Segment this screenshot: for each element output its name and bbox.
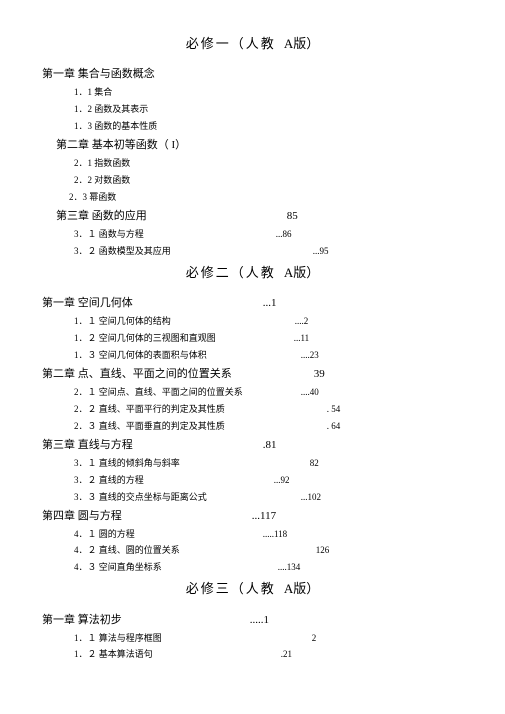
- chapter-row: 第四章 圆与方程 ...117: [42, 508, 463, 525]
- chapter-row: 第一章 集合与函数概念: [42, 66, 463, 83]
- section-row: 1．２ 基本算法语句 .21: [42, 648, 463, 662]
- section-label: 2．3 幂函数: [69, 192, 116, 202]
- section-row: 4．３ 空间直角坐标系 ....134: [42, 561, 463, 575]
- section-label: 3．３ 直线的交点坐标与距离公式: [74, 492, 207, 502]
- chapter-label: 第二章 点、直线、平面之间的位置关系: [42, 368, 232, 380]
- chapter-row: 第三章 函数的应用 85: [42, 208, 463, 225]
- chapter-page: 85: [287, 208, 298, 225]
- section-row: 1．１ 空间几何体的结构 ....2: [42, 315, 463, 329]
- section-page: .....118: [263, 528, 287, 542]
- section-label: 2．２ 直线、平面平行的判定及其性质: [74, 404, 225, 414]
- section-row: 3．２ 直线的方程 ...92: [42, 474, 463, 488]
- section-page: 82: [310, 457, 319, 471]
- section-row: 3．１ 函数与方程 ...86: [42, 228, 463, 242]
- chapter-label: 第一章 空间几何体: [42, 297, 133, 309]
- volume-title-suffix: A版）: [284, 36, 319, 51]
- section-row: 2．1 指数函数: [42, 157, 463, 171]
- section-page: ....134: [278, 561, 301, 575]
- section-row: 1．３ 空间几何体的表面积与体积 ....23: [42, 349, 463, 363]
- section-label: 4．３ 空间直角坐标系: [74, 562, 162, 572]
- section-label: 4．１ 圆的方程: [74, 529, 135, 539]
- chapter-row: 第一章 算法初步 .....1: [42, 612, 463, 629]
- section-row: 1．1 集合: [42, 86, 463, 100]
- section-row: 2．１ 空间点、直线、平面之间的位置关系 ....40: [42, 386, 463, 400]
- volume-title: 必修二（人教 A版）: [42, 263, 463, 283]
- section-label: 1．３ 空间几何体的表面积与体积: [74, 350, 207, 360]
- section-page: ...95: [313, 245, 329, 259]
- chapter-label: 第一章 算法初步: [42, 614, 122, 626]
- section-row: 3．３ 直线的交点坐标与距离公式 ...102: [42, 491, 463, 505]
- section-label: 3．１ 函数与方程: [74, 229, 144, 239]
- section-row: 1．2 函数及其表示: [42, 103, 463, 117]
- chapter-row: 第一章 空间几何体 ...1: [42, 295, 463, 312]
- chapter-label: 第三章 函数的应用: [56, 210, 147, 222]
- section-page: ...102: [301, 491, 321, 505]
- section-label: 2．１ 空间点、直线、平面之间的位置关系: [74, 387, 243, 397]
- section-page: ....40: [301, 386, 319, 400]
- volume-title-suffix: A版）: [284, 265, 319, 280]
- section-label: 2．３ 直线、平面垂直的判定及其性质: [74, 421, 225, 431]
- volume-title-text: 必修一（人教: [186, 36, 276, 51]
- section-label: 1．１ 空间几何体的结构: [74, 316, 171, 326]
- chapter-label: 第四章 圆与方程: [42, 510, 122, 522]
- chapter-label: 第一章 集合与函数概念: [42, 68, 155, 80]
- section-page: .21: [281, 648, 292, 662]
- chapter-row: 第二章 点、直线、平面之间的位置关系 39: [42, 366, 463, 383]
- section-label: 3．２ 函数模型及其应用: [74, 246, 171, 256]
- section-page: 2: [312, 632, 317, 646]
- section-label: 1．1 集合: [74, 87, 112, 97]
- section-row: 4．１ 圆的方程 .....118: [42, 528, 463, 542]
- section-row: 2．3 幂函数: [42, 191, 463, 205]
- chapter-page: .....1: [250, 612, 269, 629]
- section-page: . 64: [327, 420, 341, 434]
- section-row: 4．２ 直线、圆的位置关系 126: [42, 544, 463, 558]
- section-page: ...11: [294, 332, 309, 346]
- section-page: 126: [316, 544, 330, 558]
- section-row: 1．２ 空间几何体的三视图和直观图 ...11: [42, 332, 463, 346]
- volume-title: 必修三（人教 A版）: [42, 579, 463, 599]
- section-row: 2．３ 直线、平面垂直的判定及其性质 . 64: [42, 420, 463, 434]
- volume-title-suffix: A版）: [284, 581, 319, 596]
- section-label: 1．3 函数的基本性质: [74, 121, 157, 131]
- section-page: ...92: [274, 474, 290, 488]
- chapter-page: ...1: [263, 295, 277, 312]
- section-label: 1．１ 算法与程序框图: [74, 633, 162, 643]
- chapter-row: 第三章 直线与方程 .81: [42, 437, 463, 454]
- volume-title: 必修一（人教 A版）: [42, 34, 463, 54]
- chapter-label: 第二章 基本初等函数（ I）: [56, 139, 186, 151]
- chapter-page: ...117: [252, 508, 276, 525]
- section-page: ....23: [301, 349, 319, 363]
- section-label: 1．２ 空间几何体的三视图和直观图: [74, 333, 216, 343]
- section-page: ....2: [295, 315, 309, 329]
- chapter-label: 第三章 直线与方程: [42, 439, 133, 451]
- section-row: 2．2 对数函数: [42, 174, 463, 188]
- section-row: 3．２ 函数模型及其应用 ...95: [42, 245, 463, 259]
- section-page: . 54: [327, 403, 341, 417]
- section-row: 2．２ 直线、平面平行的判定及其性质 . 54: [42, 403, 463, 417]
- section-label: 1．２ 基本算法语句: [74, 649, 153, 659]
- volume-title-text: 必修三（人教: [186, 581, 276, 596]
- section-label: 1．2 函数及其表示: [74, 104, 148, 114]
- section-row: 3．１ 直线的倾斜角与斜率 82: [42, 457, 463, 471]
- chapter-row: 第二章 基本初等函数（ I）: [42, 137, 463, 154]
- section-label: 3．２ 直线的方程: [74, 475, 144, 485]
- section-row: 1．3 函数的基本性质: [42, 120, 463, 134]
- chapter-page: 39: [314, 366, 325, 383]
- section-label: 2．2 对数函数: [74, 175, 130, 185]
- section-label: 3．１ 直线的倾斜角与斜率: [74, 458, 180, 468]
- volume-title-text: 必修二（人教: [186, 265, 276, 280]
- section-label: 2．1 指数函数: [74, 158, 130, 168]
- section-row: 1．１ 算法与程序框图 2: [42, 632, 463, 646]
- chapter-page: .81: [263, 437, 277, 454]
- section-page: ...86: [276, 228, 292, 242]
- section-label: 4．２ 直线、圆的位置关系: [74, 545, 180, 555]
